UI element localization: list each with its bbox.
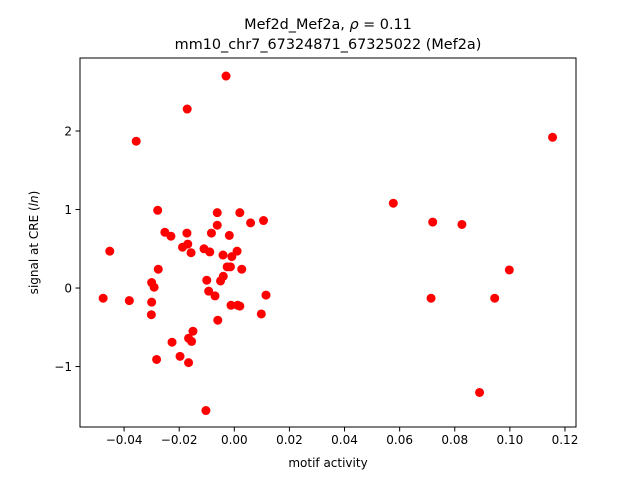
data-point-49 xyxy=(259,216,269,226)
data-point-29 xyxy=(210,291,220,301)
data-point-50 xyxy=(261,290,271,300)
data-point-28 xyxy=(206,228,216,238)
data-point-9 xyxy=(153,264,163,274)
data-point-8 xyxy=(153,205,163,215)
plot-area-frame xyxy=(79,57,577,428)
chart-title-line1: Mef2d_Mef2a, ρ = 0.11 xyxy=(244,17,412,33)
data-point-45 xyxy=(235,208,245,218)
data-point-54 xyxy=(428,217,438,227)
data-point-34 xyxy=(218,250,228,260)
data-point-23 xyxy=(188,326,198,336)
data-point-14 xyxy=(175,351,185,361)
data-point-31 xyxy=(212,220,222,230)
data-point-26 xyxy=(204,286,214,296)
data-point-46 xyxy=(237,264,247,274)
data-point-3 xyxy=(131,136,141,146)
data-point-40 xyxy=(226,300,236,310)
data-point-10 xyxy=(152,354,162,364)
data-point-17 xyxy=(183,239,193,249)
data-point-55 xyxy=(457,219,467,229)
x-tick-label-1: −0.02 xyxy=(161,433,198,447)
data-point-30 xyxy=(212,208,222,218)
x-tick-label-2: 0.00 xyxy=(221,433,248,447)
data-point-0 xyxy=(98,293,108,303)
data-point-52 xyxy=(388,198,398,208)
x-tick-label-4: 0.04 xyxy=(331,433,358,447)
data-point-36 xyxy=(221,71,231,81)
chart-title-rho: ρ xyxy=(349,17,358,33)
x-tick-label-7: 0.10 xyxy=(497,433,524,447)
data-point-5 xyxy=(147,297,157,307)
y-axis-label-prefix: signal at CRE ( xyxy=(27,206,41,294)
data-point-39 xyxy=(225,262,235,272)
data-point-16 xyxy=(182,228,192,238)
data-point-12 xyxy=(166,231,176,241)
y-tick-label-3: 2 xyxy=(64,124,72,138)
data-point-47 xyxy=(246,218,256,228)
data-point-53 xyxy=(426,293,436,303)
data-point-59 xyxy=(548,132,558,142)
data-point-27 xyxy=(205,247,215,257)
x-tick-label-5: 0.06 xyxy=(386,433,413,447)
data-point-44 xyxy=(235,301,245,311)
y-axis-ticks: −1 0 1 2 xyxy=(54,124,80,374)
x-axis-label: motif activity xyxy=(288,456,367,470)
x-tick-label-0: −0.04 xyxy=(106,433,143,447)
y-tick-label-2: 1 xyxy=(64,203,72,217)
chart-title-prefix: Mef2d_Mef2a, xyxy=(244,17,349,33)
data-point-35 xyxy=(218,271,228,281)
chart-title-line2: mm10_chr7_67324871_67325022 (Mef2a) xyxy=(175,37,482,53)
y-tick-label-0: −1 xyxy=(54,360,72,374)
y-axis-label: signal at CRE (ln) xyxy=(27,191,41,295)
data-point-6 xyxy=(146,310,156,320)
x-axis-ticks: −0.04 −0.02 0.00 0.02 0.04 0.06 0.08 0.10 0.12 xyxy=(106,427,579,447)
y-axis-label-italic: ln xyxy=(27,195,41,206)
y-tick-label-1: 0 xyxy=(64,281,72,295)
data-point-2 xyxy=(124,296,134,306)
data-point-51 xyxy=(201,406,211,416)
y-axis-label-suffix: ) xyxy=(27,191,41,196)
data-point-58 xyxy=(504,265,514,275)
x-tick-label-6: 0.08 xyxy=(441,433,468,447)
data-point-18 xyxy=(182,104,192,114)
points-layer xyxy=(98,71,558,416)
data-point-48 xyxy=(256,309,266,319)
data-point-42 xyxy=(232,246,242,256)
data-point-13 xyxy=(167,337,177,347)
x-tick-label-3: 0.02 xyxy=(276,433,303,447)
data-point-57 xyxy=(490,293,500,303)
data-point-32 xyxy=(213,315,223,325)
data-point-38 xyxy=(224,230,234,240)
data-point-7 xyxy=(149,282,159,292)
data-point-56 xyxy=(475,387,485,397)
data-point-20 xyxy=(184,358,194,368)
data-point-21 xyxy=(187,336,197,346)
data-point-22 xyxy=(186,248,196,258)
x-tick-label-8: 0.12 xyxy=(552,433,579,447)
data-point-1 xyxy=(105,246,115,256)
data-point-25 xyxy=(202,275,212,285)
chart-title-suffix: = 0.11 xyxy=(359,17,412,33)
